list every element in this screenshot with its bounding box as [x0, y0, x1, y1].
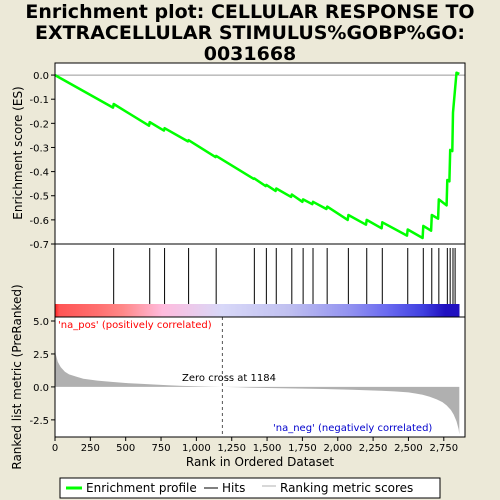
legend-hits-label: Hits [222, 481, 245, 495]
hit-marks [113, 248, 456, 304]
na-neg-label: 'na_neg' (negatively correlated) [273, 423, 432, 434]
legend-profile-label: Enrichment profile [86, 481, 197, 495]
legend-metric-label: Ranking metric scores [280, 481, 413, 495]
x-tick-label: 0 [52, 443, 58, 454]
es-y-tick-label: -0.3 [29, 143, 49, 154]
hits-plot-area [55, 244, 465, 304]
metric-y-tick-label: -2.5 [29, 416, 49, 427]
ranking-color-band [55, 304, 465, 317]
es-y-tick-label: -0.2 [29, 119, 49, 130]
x-tick-label: 250 [81, 443, 100, 454]
legend-box [59, 477, 441, 499]
x-tick-label: 1,000 [182, 443, 211, 454]
metric-plot-area [55, 317, 465, 437]
chart-title-line-3: 0031668 [203, 43, 297, 65]
x-tick-label: 2,250 [359, 443, 388, 454]
hits-panel [54, 243, 466, 318]
na-pos-label: 'na_pos' (positively correlated) [58, 320, 212, 331]
x-axis-label: Rank in Ordered Dataset [186, 455, 334, 469]
ranking-metric-area [55, 344, 460, 435]
es-plot-area [55, 63, 465, 244]
x-tick-label: 1,500 [253, 443, 282, 454]
es-y-tick-label: -0.5 [29, 192, 49, 203]
x-tick-label: 2,500 [394, 443, 423, 454]
chart-title: Enrichment plot: CELLULAR RESPONSE TO EX… [0, 2, 500, 65]
metric-y-axis: 5.0 2.5 0.0 -2.5 [29, 317, 55, 427]
metric-panel: 5.0 2.5 0.0 -2.5 0 250 500 750 1,000 1,250 1,500 1… [10, 284, 466, 470]
chart-title-line-2: EXTRACELLULAR STIMULUS%GOBP%GO: [34, 22, 466, 44]
es-y-tick-label: -0.6 [29, 216, 49, 227]
enrichment-profile-line [54, 71, 460, 240]
es-y-tick-label: -0.7 [29, 240, 49, 251]
es-y-tick-label: -0.4 [29, 168, 49, 179]
metric-y-tick-label: 5.0 [33, 317, 49, 328]
x-tick-label: 2,750 [429, 443, 458, 454]
metric-plot-frame [54, 316, 466, 438]
es-y-axis-label: Enrichment score (ES) [11, 86, 25, 219]
x-tick-label: 500 [116, 443, 135, 454]
x-axis: 0 250 500 750 1,000 1,250 1,500 1,750 2,000 2,250… [52, 437, 458, 454]
x-tick-label: 1,250 [217, 443, 246, 454]
es-y-tick-label: -0.1 [29, 95, 49, 106]
x-tick-label: 750 [151, 443, 170, 454]
metric-y-axis-label: Ranked list metric (PreRanked) [10, 284, 24, 469]
es-panel: 0.0 -0.1 -0.2 -0.3 -0.4 -0.5 -0.6 -0.7 Enrichme… [11, 62, 466, 251]
es-y-tick-label: 0.0 [33, 71, 49, 82]
x-tick-label: 2,000 [323, 443, 352, 454]
chart-title-line-1: Enrichment plot: CELLULAR RESPONSE TO [25, 1, 475, 23]
metric-y-tick-label: 0.0 [33, 383, 49, 394]
x-tick-label: 1,750 [288, 443, 317, 454]
zero-cross-label: Zero cross at 1184 [182, 373, 276, 384]
metric-y-tick-label: 2.5 [33, 350, 49, 361]
es-y-axis: 0.0 -0.1 -0.2 -0.3 -0.4 -0.5 -0.6 -0.7 [29, 71, 55, 251]
legend: Enrichment profile Hits Ranking metric s… [59, 477, 441, 499]
